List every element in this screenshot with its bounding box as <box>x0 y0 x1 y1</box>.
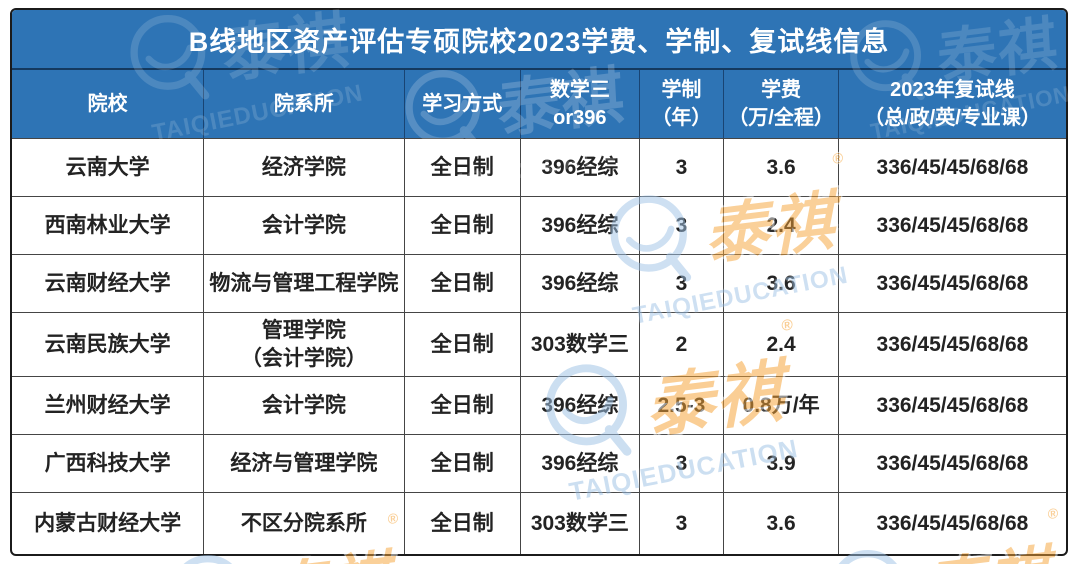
cell-math-subject: 396经综 <box>521 196 640 254</box>
cell-retest-line: 336/45/45/68/68 <box>838 254 1066 312</box>
cell-math-subject: 303数学三 <box>521 312 640 376</box>
cell-math-subject: 396经综 <box>521 138 640 196</box>
cell-math-subject: 396经综 <box>521 254 640 312</box>
col-header-tuition: 学费 （万/全程） <box>724 70 839 138</box>
cell-school: 云南财经大学 <box>12 254 205 312</box>
cell-tuition: 3.6 <box>724 492 839 554</box>
cell-school: 西南林业大学 <box>12 196 205 254</box>
page-title: B线地区资产评估专硕院校2023学费、学制、复试线信息 <box>188 26 890 57</box>
cell-tuition: 2.4 <box>724 196 839 254</box>
cell-study-mode: 全日制 <box>404 138 522 196</box>
cell-duration: 3 <box>639 434 725 492</box>
cell-retest-line: 336/45/45/68/68 <box>838 492 1066 554</box>
table-frame: B线地区资产评估专硕院校2023学费、学制、复试线信息 院校 院系所 学习方式 … <box>10 8 1068 556</box>
cell-tuition: 0.8万/年 <box>724 376 839 434</box>
cell-retest-line: 336/45/45/68/68 <box>838 312 1066 376</box>
col-header-retest-line: 2023年复试线 （总/政/英/专业课） <box>838 70 1066 138</box>
cell-retest-line: 336/45/45/68/68 <box>838 434 1066 492</box>
title-band: B线地区资产评估专硕院校2023学费、学制、复试线信息 <box>12 10 1066 70</box>
cell-retest-line: 336/45/45/68/68 <box>838 196 1066 254</box>
cell-school: 内蒙古财经大学 <box>12 492 205 554</box>
cell-study-mode: 全日制 <box>404 376 522 434</box>
data-table: 院校 院系所 学习方式 数学三 or396 学制 （年） 学费 （万/全程） 2… <box>12 70 1066 554</box>
cell-school: 兰州财经大学 <box>12 376 205 434</box>
cell-study-mode: 全日制 <box>404 196 522 254</box>
cell-duration: 3 <box>639 196 725 254</box>
cell-study-mode: 全日制 <box>404 254 522 312</box>
cell-duration: 3 <box>639 138 725 196</box>
cell-department: 经济与管理学院 <box>204 434 405 492</box>
cell-retest-line: 336/45/45/68/68 <box>838 138 1066 196</box>
cell-department: 经济学院 <box>204 138 405 196</box>
cell-department: 会计学院 <box>204 376 405 434</box>
cell-department: 管理学院 （会计学院） <box>204 312 405 376</box>
cell-school: 云南民族大学 <box>12 312 205 376</box>
col-header-department: 院系所 <box>204 70 405 138</box>
cell-study-mode: 全日制 <box>404 434 522 492</box>
cell-department: 物流与管理工程学院 <box>204 254 405 312</box>
cell-tuition: 2.4 <box>724 312 839 376</box>
cell-math-subject: 396经综 <box>521 434 640 492</box>
cell-department: 会计学院 <box>204 196 405 254</box>
cell-duration: 3 <box>639 254 725 312</box>
cell-department: 不区分院系所 <box>204 492 405 554</box>
cell-duration: 2.5-3 <box>639 376 725 434</box>
col-header-math-subject: 数学三 or396 <box>521 70 640 138</box>
col-header-study-mode: 学习方式 <box>404 70 522 138</box>
cell-math-subject: 303数学三 <box>521 492 640 554</box>
cell-study-mode: 全日制 <box>404 492 522 554</box>
cell-school: 广西科技大学 <box>12 434 205 492</box>
cell-math-subject: 396经综 <box>521 376 640 434</box>
cell-tuition: 3.6 <box>724 138 839 196</box>
cell-duration: 3 <box>639 492 725 554</box>
cell-tuition: 3.6 <box>724 254 839 312</box>
cell-duration: 2 <box>639 312 725 376</box>
col-header-school: 院校 <box>12 70 205 138</box>
col-header-duration: 学制 （年） <box>639 70 725 138</box>
cell-tuition: 3.9 <box>724 434 839 492</box>
cell-school: 云南大学 <box>12 138 205 196</box>
cell-retest-line: 336/45/45/68/68 <box>838 376 1066 434</box>
cell-study-mode: 全日制 <box>404 312 522 376</box>
